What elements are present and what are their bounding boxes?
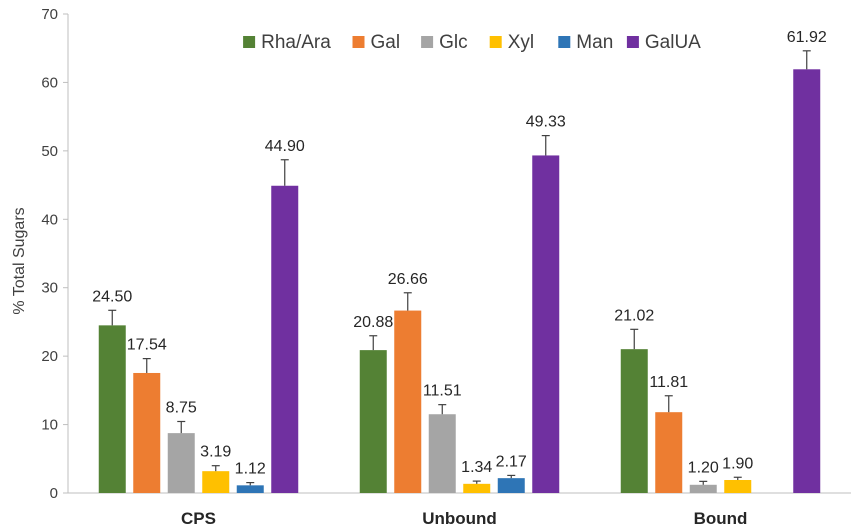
legend-label-man: Man xyxy=(576,32,613,53)
data-label: 1.12 xyxy=(235,461,266,478)
legend-swatch-man xyxy=(558,36,571,48)
axes: 0 10 20 30 40 50 60 70 CPS Unbound Bound xyxy=(41,6,851,528)
legend-label-galua: GalUA xyxy=(645,32,701,53)
bar-galua xyxy=(532,155,560,493)
data-label: 49.33 xyxy=(526,114,566,131)
bar-xyl xyxy=(463,483,491,493)
bar-man xyxy=(497,478,525,493)
data-label: 17.54 xyxy=(127,337,167,354)
data-label: 2.17 xyxy=(496,453,527,470)
data-label: 3.19 xyxy=(200,444,231,461)
legend-swatch-gal xyxy=(352,36,365,48)
bar-gal xyxy=(133,372,161,493)
bar-glc xyxy=(167,433,195,493)
legend-swatch-xyl xyxy=(489,36,502,48)
x-category-label: Bound xyxy=(694,509,748,528)
legend-label-glc: Glc xyxy=(439,32,468,53)
x-category-label: Unbound xyxy=(422,509,497,528)
data-label: 24.50 xyxy=(92,288,132,305)
error-bars-layer xyxy=(108,50,811,486)
y-tick-label: 40 xyxy=(41,211,58,228)
x-category-label: CPS xyxy=(181,509,216,528)
legend: Rha/Ara Gal Glc Xyl Man GalUA xyxy=(243,32,701,53)
legend-label-rha-ara: Rha/Ara xyxy=(261,32,331,53)
y-tick-label: 0 xyxy=(50,485,58,502)
bar-rha-ara xyxy=(359,350,387,493)
data-label: 44.90 xyxy=(265,138,305,155)
data-label: 1.20 xyxy=(688,459,719,476)
data-label: 8.75 xyxy=(166,399,197,416)
data-label: 20.88 xyxy=(353,314,393,331)
bar-rha-ara xyxy=(98,325,126,493)
bar-gal xyxy=(655,412,683,493)
bar-rha-ara xyxy=(620,349,648,493)
legend-label-xyl: Xyl xyxy=(508,32,534,53)
data-label: 21.02 xyxy=(614,307,654,324)
data-label: 1.34 xyxy=(461,459,492,476)
bar-galua xyxy=(271,185,299,493)
bar-xyl xyxy=(202,471,230,493)
data-label: 11.51 xyxy=(423,383,462,400)
y-tick-label: 70 xyxy=(41,6,58,23)
bar-glc xyxy=(689,484,717,493)
bar-gal xyxy=(394,310,422,493)
legend-label-gal: Gal xyxy=(371,32,401,53)
data-label: 26.66 xyxy=(388,271,428,288)
y-tick-label: 60 xyxy=(41,74,58,91)
data-label: 61.92 xyxy=(787,29,827,46)
legend-swatch-rha-ara xyxy=(243,36,256,48)
bar-glc xyxy=(428,414,456,493)
bar-xyl xyxy=(724,479,752,493)
data-label: 1.90 xyxy=(722,455,753,472)
bar-galua xyxy=(793,69,821,493)
y-tick-label: 50 xyxy=(41,143,58,160)
bar-man xyxy=(236,485,264,493)
data-labels-layer: 24.50 17.54 8.75 3.191.12 44.90 20.88 26.66 11.… xyxy=(92,29,827,478)
data-label: 11.81 xyxy=(649,374,688,391)
y-tick-label: 10 xyxy=(41,417,58,434)
legend-swatch-galua xyxy=(626,36,639,48)
y-tick-label: 20 xyxy=(41,348,58,365)
y-tick-label: 30 xyxy=(41,280,58,297)
bars-layer xyxy=(98,69,821,493)
legend-swatch-glc xyxy=(421,36,434,48)
y-axis-label: % Total Sugars xyxy=(11,207,28,314)
